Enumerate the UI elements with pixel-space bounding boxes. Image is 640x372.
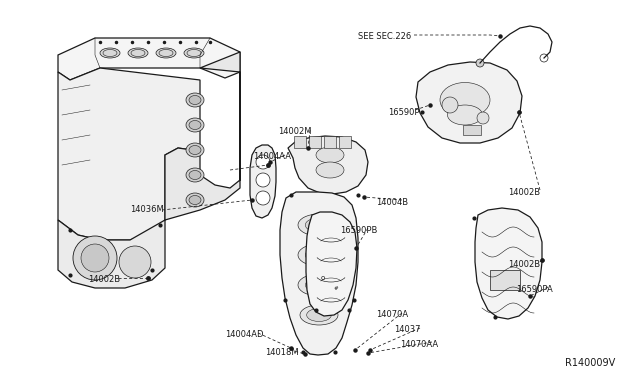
Text: 16590P: 16590P	[388, 108, 419, 117]
Ellipse shape	[186, 168, 204, 182]
Circle shape	[442, 97, 458, 113]
Text: 14036M: 14036M	[130, 205, 164, 214]
Ellipse shape	[298, 214, 340, 236]
Ellipse shape	[186, 193, 204, 207]
Ellipse shape	[100, 48, 120, 58]
Ellipse shape	[189, 145, 201, 154]
Polygon shape	[250, 145, 276, 218]
Circle shape	[256, 191, 270, 205]
Text: 14037: 14037	[394, 325, 420, 334]
Ellipse shape	[189, 170, 201, 180]
Text: 14004AA: 14004AA	[253, 152, 291, 161]
Polygon shape	[58, 38, 240, 80]
Ellipse shape	[184, 48, 204, 58]
Text: 16590PB: 16590PB	[340, 226, 378, 235]
Ellipse shape	[447, 105, 483, 125]
Ellipse shape	[189, 96, 201, 105]
Text: 16590PA: 16590PA	[516, 285, 553, 294]
Ellipse shape	[189, 196, 201, 205]
Text: 14002M: 14002M	[278, 127, 312, 136]
Polygon shape	[165, 52, 240, 220]
Ellipse shape	[305, 248, 333, 262]
Bar	[324, 136, 336, 148]
Text: 14018M: 14018M	[265, 348, 299, 357]
Ellipse shape	[298, 274, 340, 296]
Text: o: o	[321, 275, 325, 281]
Polygon shape	[288, 136, 368, 194]
Text: SEE SEC.226: SEE SEC.226	[358, 32, 412, 41]
Circle shape	[256, 173, 270, 187]
Text: 14002B: 14002B	[508, 260, 540, 269]
Text: 14070A: 14070A	[376, 310, 408, 319]
Ellipse shape	[316, 162, 344, 178]
Text: 14004AD: 14004AD	[225, 330, 264, 339]
Ellipse shape	[189, 121, 201, 129]
Polygon shape	[58, 220, 165, 288]
Ellipse shape	[186, 118, 204, 132]
Ellipse shape	[307, 308, 332, 321]
Text: 14070AA: 14070AA	[400, 340, 438, 349]
Ellipse shape	[316, 147, 344, 163]
Ellipse shape	[186, 93, 204, 107]
Text: #: #	[333, 286, 339, 291]
Ellipse shape	[440, 83, 490, 118]
Bar	[339, 136, 351, 148]
Polygon shape	[306, 212, 357, 316]
Ellipse shape	[156, 48, 176, 58]
Circle shape	[73, 236, 117, 280]
Circle shape	[477, 112, 489, 124]
Polygon shape	[416, 62, 522, 143]
Text: 14002B: 14002B	[88, 275, 120, 284]
Ellipse shape	[128, 48, 148, 58]
Text: R140009V: R140009V	[565, 358, 615, 368]
Bar	[463, 125, 481, 135]
Ellipse shape	[298, 244, 340, 266]
Ellipse shape	[186, 143, 204, 157]
Bar	[309, 136, 321, 148]
Circle shape	[256, 155, 270, 169]
Circle shape	[81, 244, 109, 272]
Circle shape	[119, 246, 151, 278]
Text: 14004B: 14004B	[376, 198, 408, 207]
Polygon shape	[58, 68, 200, 240]
Ellipse shape	[305, 278, 333, 292]
Ellipse shape	[300, 305, 338, 325]
Bar	[490, 270, 520, 290]
Polygon shape	[280, 192, 358, 355]
Bar	[294, 136, 306, 148]
Polygon shape	[475, 208, 542, 319]
Circle shape	[476, 59, 484, 67]
Ellipse shape	[305, 218, 333, 232]
Text: 14002B: 14002B	[508, 188, 540, 197]
